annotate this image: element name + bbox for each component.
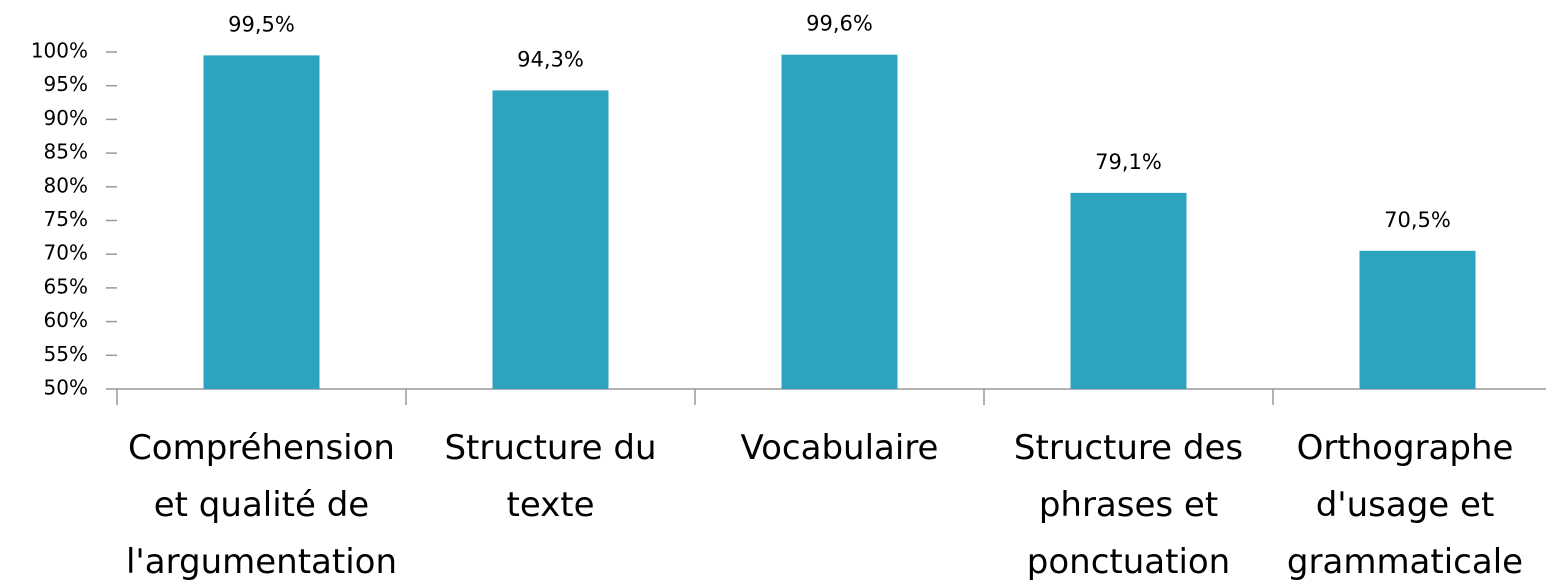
y-tick-label: 65% — [44, 274, 88, 298]
y-tick-label: 85% — [44, 140, 88, 164]
y-tick-label: 100% — [31, 39, 88, 63]
y-tick-label: 55% — [44, 342, 88, 366]
y-tick-label: 50% — [44, 376, 88, 400]
y-tick-label: 70% — [44, 241, 88, 265]
bar — [1070, 192, 1187, 389]
value-label: 94,3% — [517, 47, 584, 71]
x-tick-label: Vocabulaire — [740, 428, 939, 468]
value-label: 99,6% — [806, 12, 873, 36]
x-tick-label: Structure du texte — [444, 428, 657, 525]
bar — [203, 55, 320, 390]
value-label: 79,1% — [1095, 150, 1162, 174]
y-tick-label: 75% — [44, 207, 88, 231]
value-label: 99,5% — [228, 12, 295, 36]
y-tick-label: 95% — [44, 72, 88, 96]
bar — [781, 54, 898, 390]
x-tick-label: Orthographe d'usage et grammaticale — [1286, 428, 1524, 582]
bar — [492, 90, 609, 389]
bar — [1359, 250, 1476, 389]
y-tick-label: 60% — [44, 308, 88, 332]
y-tick-label: 90% — [44, 106, 88, 130]
x-tick-label: Structure des phrases et ponctuation — [1013, 428, 1244, 582]
x-tick-label: Compréhension et qualité de l'argumentat… — [125, 428, 398, 582]
value-label: 70,5% — [1384, 208, 1451, 232]
y-tick-label: 80% — [44, 173, 88, 197]
